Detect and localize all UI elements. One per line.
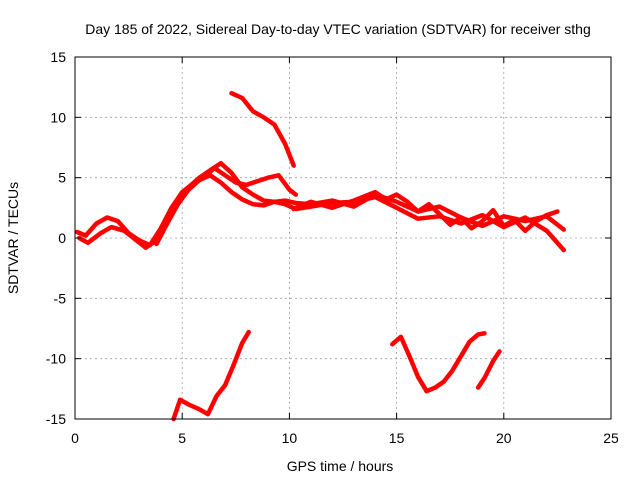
x-tick-label: 5	[178, 430, 186, 446]
series-line-track-7	[390, 331, 487, 394]
chart-title: Day 185 of 2022, Sidereal Day-to-day VTE…	[85, 21, 591, 37]
x-tick-label: 20	[496, 430, 512, 446]
series-line-track-6	[171, 329, 251, 422]
series-line-track-2	[77, 160, 567, 250]
x-tick-label: 15	[389, 430, 405, 446]
y-tick-label: 0	[58, 230, 66, 246]
axis-ticks: 0 5 10 15 20 25 -15 -10 -5 0 5 10 15	[46, 49, 619, 446]
series-line-track-5	[229, 90, 296, 168]
series-line-track-3	[154, 173, 567, 253]
data-series	[74, 90, 567, 422]
y-tick-label: 10	[50, 109, 66, 125]
x-tick-label: 25	[603, 430, 619, 446]
y-tick-label: 5	[58, 170, 66, 186]
x-tick-label: 10	[282, 430, 298, 446]
grid-lines	[75, 57, 611, 419]
series-line-track-4	[291, 189, 560, 234]
y-tick-label: 15	[50, 49, 66, 65]
series-line-track-8	[475, 349, 502, 390]
y-tick-label: -15	[46, 411, 66, 427]
y-tick-label: -5	[54, 290, 67, 306]
y-tick-label: -10	[46, 351, 66, 367]
x-axis-label: GPS time / hours	[287, 458, 394, 474]
x-tick-label: 0	[71, 430, 79, 446]
y-axis-label: SDTVAR / TECUs	[5, 182, 21, 294]
